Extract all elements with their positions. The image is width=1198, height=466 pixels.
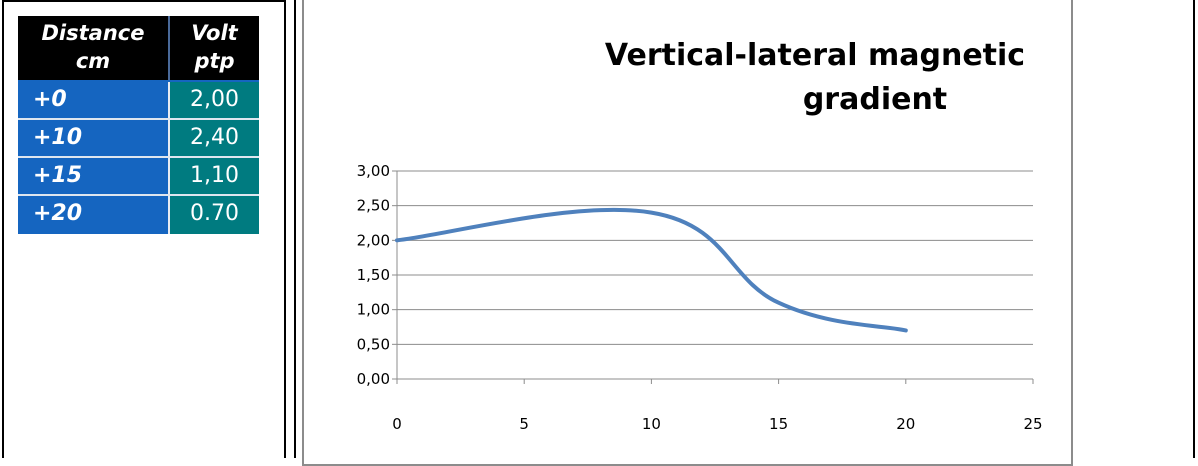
cell-volt: 2,40 (168, 120, 259, 156)
y-tick-label: 2,50 (357, 197, 390, 215)
header-distance-line1: Distance (41, 21, 145, 45)
cell-distance: +0 (18, 82, 168, 118)
y-tick-label: 1,50 (357, 266, 390, 284)
y-tick-label: 3,00 (357, 162, 390, 180)
row-divider (18, 156, 259, 158)
x-tick-label: 20 (896, 415, 915, 433)
x-tick-label: 15 (769, 415, 788, 433)
data-table: Distance cm Volt ptp +0 2,00 +10 2,40 +1… (18, 16, 259, 234)
y-tick-label: 0,50 (357, 335, 390, 353)
row-divider (18, 118, 259, 120)
chart-title-line2: gradient (802, 82, 948, 117)
header-volt: Volt ptp (168, 16, 259, 80)
y-tick-label: 2,00 (357, 231, 390, 249)
table-border-left (2, 0, 4, 458)
table-row: +10 2,40 (18, 120, 259, 156)
cell-volt: 2,00 (168, 82, 259, 118)
chart-title: Vertical-lateral magnetic gradient (586, 34, 1044, 122)
table-row: +20 0.70 (18, 196, 259, 234)
cell-distance: +15 (18, 158, 168, 194)
cell-distance: +20 (18, 196, 168, 234)
chart-title-line1: Vertical-lateral magnetic (604, 38, 1026, 73)
table-row: +0 2,00 (18, 82, 259, 118)
table-header-row: Distance cm Volt ptp (18, 16, 259, 80)
table-border-top-left (2, 0, 286, 2)
header-volt-line2: ptp (194, 49, 235, 73)
cell-distance: +10 (18, 120, 168, 156)
cell-volt: 1,10 (168, 158, 259, 194)
table-border-right (1193, 0, 1195, 458)
header-distance: Distance cm (18, 16, 168, 80)
y-tick-label: 0,00 (357, 370, 390, 388)
x-tick-label: 25 (1023, 415, 1042, 433)
header-distance-line2: cm (75, 49, 111, 73)
cell-volt: 0.70 (168, 196, 259, 234)
x-tick-label: 0 (392, 415, 402, 433)
y-tick-label: 1,00 (357, 301, 390, 319)
x-tick-label: 10 (642, 415, 661, 433)
table-border-mid-b (294, 0, 296, 458)
row-divider (18, 194, 259, 196)
table-row: +15 1,10 (18, 158, 259, 194)
table-border-mid-a (284, 0, 286, 458)
x-tick-label: 5 (519, 415, 529, 433)
header-volt-line1: Volt (191, 21, 238, 45)
series-line (395, 207, 908, 333)
